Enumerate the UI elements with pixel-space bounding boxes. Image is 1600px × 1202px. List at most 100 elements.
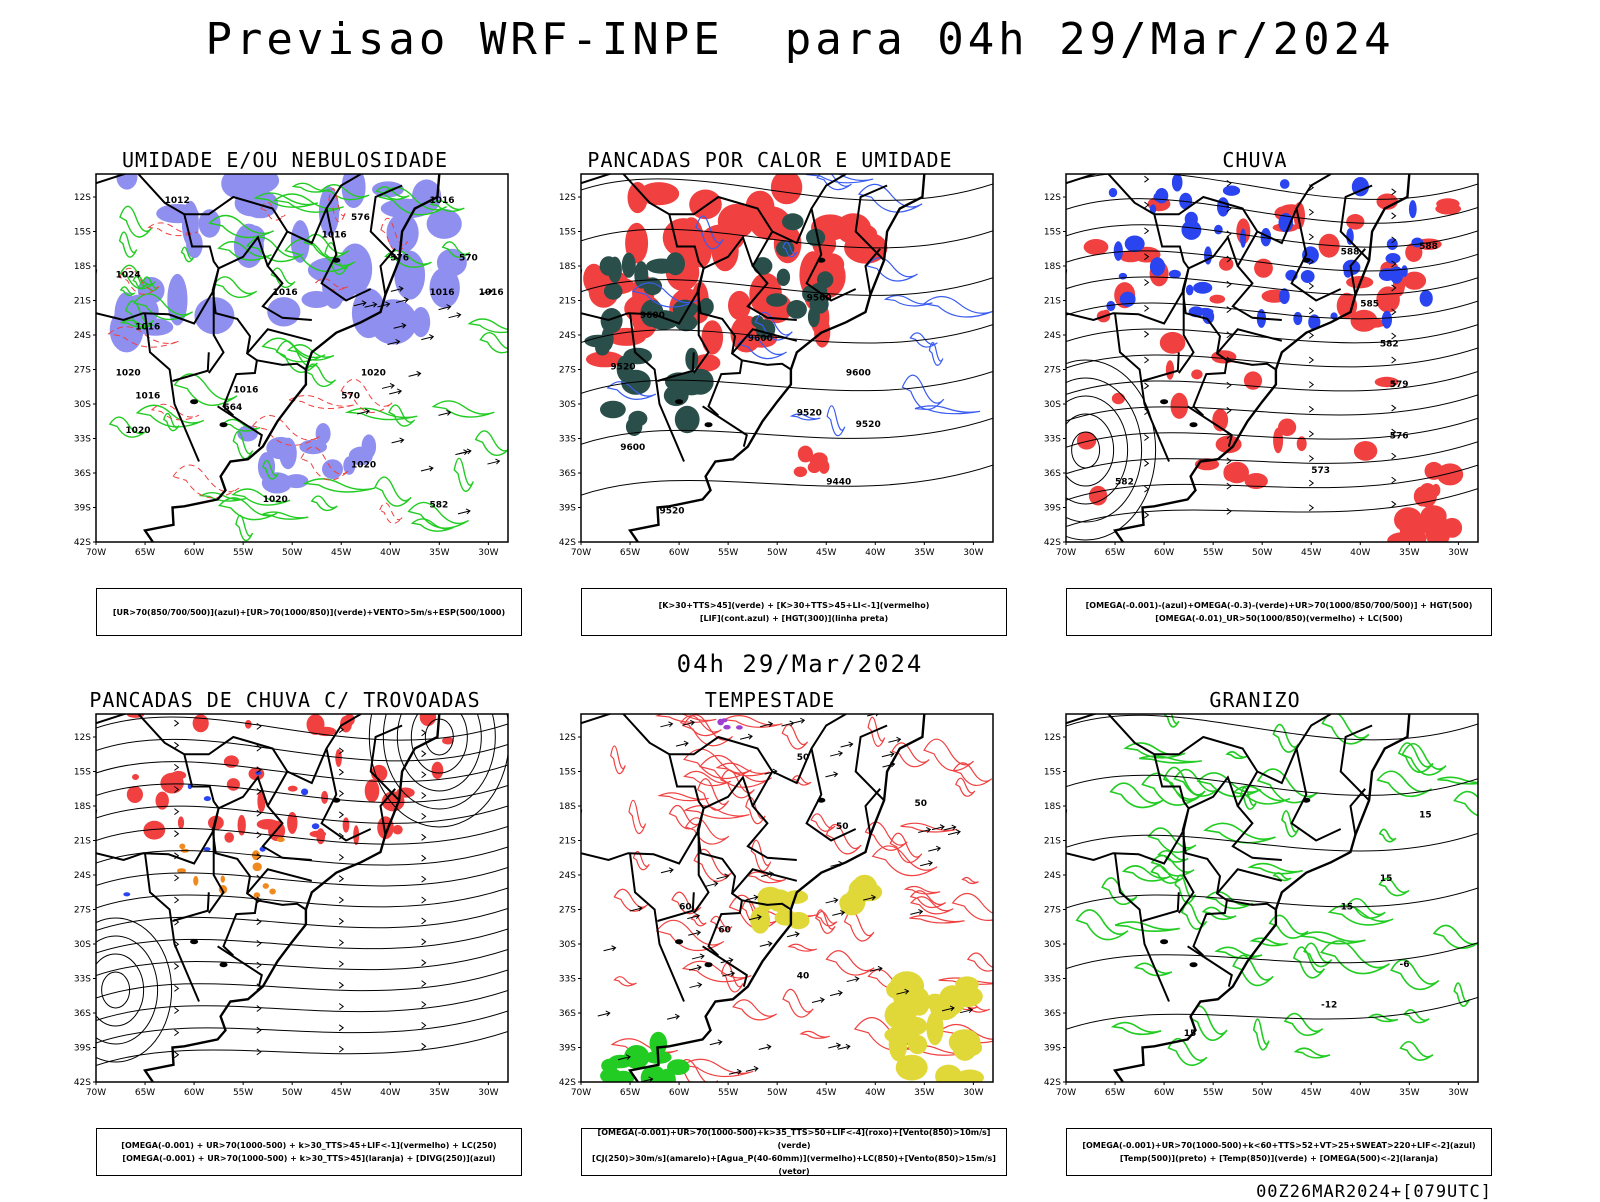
lat-tick-label: 30S [559, 940, 576, 950]
lon-tick-label: 60W [669, 548, 689, 558]
lat-tick-label: 30S [74, 940, 91, 950]
lat-tick-label: 27S [559, 366, 576, 376]
contour-label: 576 [351, 213, 370, 223]
footer-run-label: 00Z26MAR2024+[079UTC] [1256, 1182, 1492, 1202]
map-panel: CHUVA 12S 15S 18S 21S 24S 27S 30S 33S 36S 39S 42S 70… [1040, 148, 1510, 636]
lat-tick-label: 33S [1044, 435, 1061, 445]
lat-tick-label: 42S [1044, 538, 1061, 548]
contour-label: 1016 [322, 230, 347, 240]
lat-tick-label: 18S [74, 802, 91, 812]
lat-tick-label: 36S [559, 1009, 576, 1019]
lon-tick-label: 45W [1301, 548, 1321, 558]
caption-line: [K>30+TTS>45](verde) + [K>30+TTS>45+LI<-… [658, 601, 930, 610]
lat-tick-label: 30S [559, 400, 576, 410]
lon-tick-label: 50W [767, 548, 787, 558]
contour-label: 50 [915, 799, 928, 809]
lat-tick-label: 15S [1044, 768, 1061, 778]
contour-label: 50 [797, 753, 810, 763]
lat-tick-label: 33S [74, 435, 91, 445]
contour-label: 60 [718, 926, 731, 936]
lat-tick-label: 18S [559, 802, 576, 812]
lat-tick-label: 21S [1044, 837, 1061, 847]
panel-title: PANCADAS POR CALOR E UMIDADE [587, 148, 953, 172]
lat-tick-label: 15S [1044, 228, 1061, 238]
lat-tick-label: 27S [74, 906, 91, 916]
forecast-field [581, 174, 993, 542]
lon-tick-label: 55W [718, 548, 738, 558]
lat-tick-label: 15S [74, 228, 91, 238]
contour-label: 9520 [610, 363, 635, 373]
contour-label: 1016 [233, 386, 258, 396]
lat-tick-label: 24S [74, 331, 91, 341]
mid-date-label: 04h 29/Mar/2024 [676, 650, 924, 678]
lon-tick-label: 70W [86, 548, 106, 558]
contour-label: 1016 [479, 288, 504, 298]
contour-label: 9600 [748, 334, 773, 344]
map-panel: PANCADAS POR CALOR E UMIDADE 12S 15S 18S 21S… [555, 148, 1025, 636]
contour-label: 1016 [135, 391, 160, 401]
caption-line: [LIF](cont.azul) + [HGT(300)](linha pret… [699, 614, 889, 623]
contour-label: 1016 [273, 288, 298, 298]
caption-line: [OMEGA(-0.001)-(azul)+OMEGA(-0.3)-(verde… [1085, 601, 1473, 610]
lon-tick-label: 65W [1105, 548, 1125, 558]
lat-tick-label: 12S [1044, 193, 1061, 203]
lon-tick-label: 55W [1203, 1088, 1223, 1098]
contour-label: 579 [1390, 380, 1409, 390]
lon-tick-label: 35W [429, 548, 449, 558]
lon-tick-label: 50W [1252, 548, 1272, 558]
lat-tick-label: 24S [559, 331, 576, 341]
lat-tick-label: 42S [1044, 1078, 1061, 1088]
contour-label: 1016 [430, 288, 455, 298]
contour-label: 9600 [620, 443, 645, 453]
lon-tick-label: 30W [478, 548, 498, 558]
lon-tick-label: 40W [1350, 1088, 1370, 1098]
contour-label: 9440 [826, 478, 851, 488]
lon-tick-label: 40W [865, 548, 885, 558]
lon-tick-label: 40W [865, 1088, 885, 1098]
lon-tick-label: 65W [1105, 1088, 1125, 1098]
lon-tick-label: 55W [233, 548, 253, 558]
lat-tick-label: 27S [559, 906, 576, 916]
lat-tick-label: 33S [559, 975, 576, 985]
lon-tick-label: 40W [1350, 548, 1370, 558]
lon-tick-label: 35W [1399, 548, 1419, 558]
forecast-field [96, 714, 508, 1082]
lon-tick-label: 50W [767, 1088, 787, 1098]
lon-tick-label: 65W [620, 1088, 640, 1098]
contour-label: 588 [1341, 248, 1360, 258]
lon-tick-label: 30W [478, 1088, 498, 1098]
lat-tick-label: 12S [559, 733, 576, 743]
lat-tick-label: 33S [74, 975, 91, 985]
caption-line: [CJ(250)>30m/s](amarelo)+[Agua_P(40-60mm… [592, 1154, 996, 1176]
lat-tick-label: 21S [74, 297, 91, 307]
lat-tick-label: 27S [1044, 906, 1061, 916]
forecast-field [1066, 174, 1478, 542]
legend-caption: [UR>70(850/700/500)](azul)+[UR>70(1000/8… [96, 588, 522, 636]
legend-caption: [OMEGA(-0.001)+UR>70(1000-500)+k>35_TTS>… [581, 1128, 1007, 1176]
lon-tick-label: 50W [282, 548, 302, 558]
lon-tick-label: 70W [571, 1088, 591, 1098]
lon-tick-label: 30W [1448, 1088, 1468, 1098]
contour-label: 1020 [351, 460, 376, 470]
contour-label: 576 [1390, 432, 1409, 442]
contour-label: -12 [1321, 1000, 1337, 1010]
lon-tick-label: 60W [669, 1088, 689, 1098]
contour-label: 570 [341, 391, 360, 401]
map-panel: PANCADAS DE CHUVA C/ TROVOADAS 12S 15S 18S 2… [70, 688, 540, 1176]
lat-tick-label: 30S [1044, 940, 1061, 950]
lat-tick-label: 12S [74, 733, 91, 743]
contour-label: -6 [1400, 960, 1410, 970]
contour-label: 9600 [640, 311, 665, 321]
panel-title: GRANIZO [1209, 688, 1301, 712]
lon-tick-label: 60W [1154, 1088, 1174, 1098]
lon-tick-label: 70W [86, 1088, 106, 1098]
legend-caption: [OMEGA(-0.001)+UR>70(1000-500)+k<60+TTS>… [1066, 1128, 1492, 1176]
legend-caption: [OMEGA(-0.001)-(azul)+OMEGA(-0.3)-(verde… [1066, 588, 1492, 636]
lon-tick-label: 45W [1301, 1088, 1321, 1098]
contour-label: 15 [1341, 903, 1354, 913]
lat-tick-label: 42S [559, 538, 576, 548]
contour-label: 9600 [846, 368, 871, 378]
